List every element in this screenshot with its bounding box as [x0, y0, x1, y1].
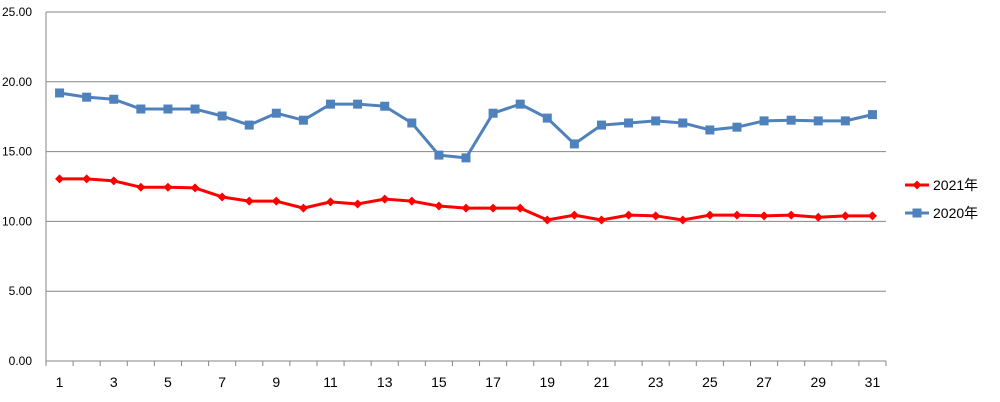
data-point — [786, 115, 796, 125]
y-tick-label: 10.00 — [2, 214, 32, 228]
data-point — [244, 196, 254, 206]
x-tick-label: 23 — [648, 374, 664, 390]
data-point — [840, 116, 850, 126]
x-tick-label: 29 — [810, 374, 826, 390]
data-point — [732, 210, 742, 220]
x-tick-label: 17 — [485, 374, 501, 390]
data-point — [569, 139, 579, 149]
legend-label-2021: 2021年 — [933, 177, 978, 193]
data-point — [244, 120, 254, 130]
data-point — [163, 104, 173, 114]
x-tick-label: 5 — [164, 374, 172, 390]
data-point — [353, 99, 363, 109]
data-point — [542, 215, 552, 225]
legend-label-2020: 2020年 — [933, 205, 978, 221]
data-point — [136, 104, 146, 114]
data-point — [813, 116, 823, 126]
data-point — [82, 92, 92, 102]
data-point — [651, 211, 661, 221]
data-point — [596, 215, 606, 225]
legend-item-2021[interactable]: 2021年 — [905, 177, 978, 193]
data-point — [867, 110, 877, 120]
data-point — [515, 99, 525, 109]
data-point — [732, 122, 742, 132]
y-tick-label: 25.00 — [2, 5, 32, 19]
data-point — [786, 210, 796, 220]
data-point — [434, 150, 444, 160]
data-point — [434, 201, 444, 211]
data-point — [55, 88, 65, 98]
x-tick-label: 15 — [431, 374, 447, 390]
y-tick-label: 5.00 — [9, 284, 33, 298]
data-point — [678, 118, 688, 128]
axes — [45, 12, 887, 366]
series-lines — [55, 88, 877, 225]
data-point — [326, 197, 336, 207]
data-point — [759, 211, 769, 221]
data-point — [759, 116, 769, 126]
x-tick-label: 27 — [756, 374, 772, 390]
data-point — [461, 153, 471, 163]
data-point — [488, 108, 498, 118]
y-tick-label: 0.00 — [9, 354, 33, 368]
y-axis-ticks: 0.00 5.00 10.00 15.00 20.00 25.00 — [2, 5, 32, 368]
data-point — [515, 203, 525, 213]
data-point — [651, 116, 661, 126]
data-point — [353, 199, 363, 209]
data-point — [380, 194, 390, 204]
x-tick-label: 13 — [377, 374, 393, 390]
data-point — [298, 203, 308, 213]
x-tick-label: 9 — [272, 374, 280, 390]
x-tick-label: 25 — [702, 374, 718, 390]
legend-marker-2020 — [912, 208, 922, 218]
data-point — [407, 196, 417, 206]
data-point — [840, 211, 850, 221]
data-point — [136, 182, 146, 192]
y-tick-label: 15.00 — [2, 145, 32, 159]
x-tick-label: 31 — [865, 374, 881, 390]
data-point — [407, 118, 417, 128]
data-point — [569, 210, 579, 220]
data-point — [624, 210, 634, 220]
data-point — [380, 101, 390, 111]
x-tick-label: 7 — [218, 374, 226, 390]
x-tick-label: 19 — [540, 374, 556, 390]
y-tick-label: 20.00 — [2, 75, 32, 89]
data-point — [326, 99, 336, 109]
data-point — [190, 183, 200, 193]
data-point — [488, 203, 498, 213]
data-point — [163, 182, 173, 192]
data-point — [678, 215, 688, 225]
data-point — [190, 104, 200, 114]
legend-item-2020[interactable]: 2020年 — [905, 205, 978, 221]
data-point — [109, 94, 119, 104]
data-point — [867, 211, 877, 221]
data-point — [55, 174, 65, 184]
legend: 2021年 2020年 — [905, 177, 978, 221]
data-point — [813, 212, 823, 222]
data-point — [624, 118, 634, 128]
data-point — [217, 192, 227, 202]
data-point — [705, 210, 715, 220]
x-tick-label: 1 — [56, 374, 64, 390]
data-point — [542, 113, 552, 123]
data-point — [217, 111, 227, 121]
x-tick-label: 3 — [110, 374, 118, 390]
data-point — [298, 115, 308, 125]
series-line — [59, 177, 873, 222]
data-point — [705, 125, 715, 135]
data-point — [461, 203, 471, 213]
x-tick-label: 21 — [594, 374, 610, 390]
x-axis-ticks: 1 3 5 7 9 11 13 15 17 19 21 23 25 27 29 31 — [56, 374, 881, 390]
data-point — [271, 196, 281, 206]
gridlines — [46, 11, 886, 292]
series-line — [59, 91, 873, 160]
x-tick-label: 11 — [323, 374, 338, 390]
data-point — [596, 120, 606, 130]
legend-marker-2021 — [912, 180, 922, 190]
data-point — [82, 174, 92, 184]
data-point — [271, 108, 281, 118]
data-point — [109, 176, 119, 186]
